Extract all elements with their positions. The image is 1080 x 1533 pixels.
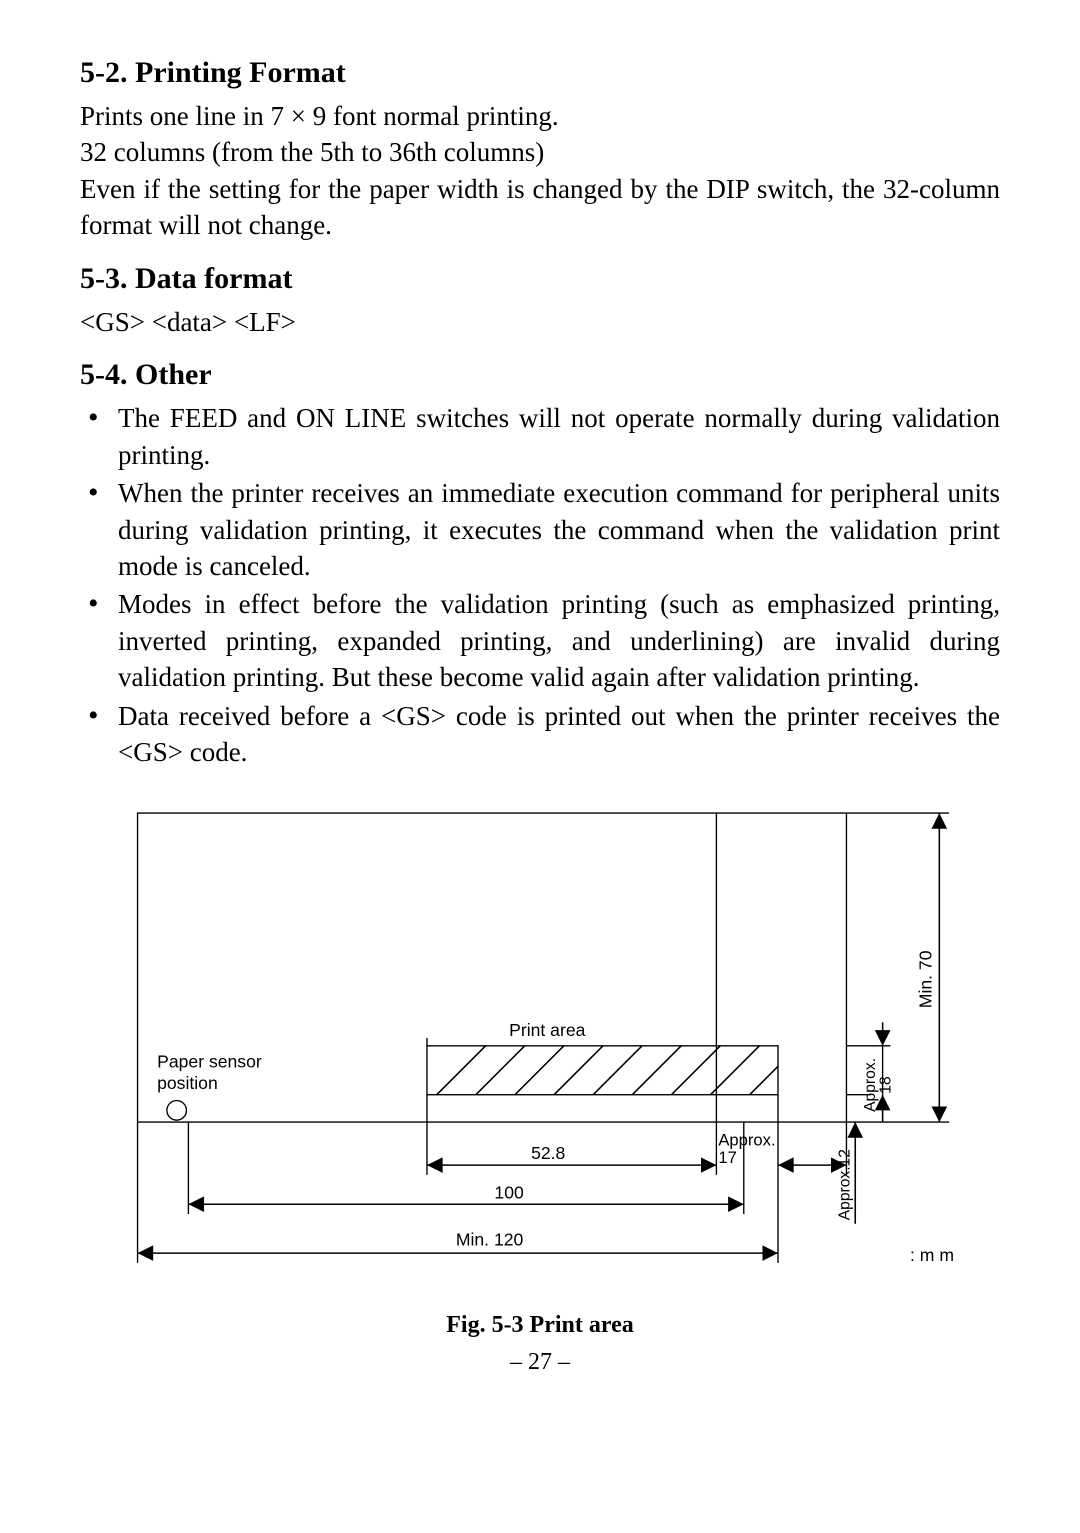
s54-bullet-3: Modes in effect before the validation pr… [80,586,1000,695]
figure-5-3: Print area Paper sensor position 52.8 Ap… [80,793,1000,1288]
page-number: – 27 – [80,1349,1000,1376]
dim-min120: Min. 120 [456,1229,524,1249]
heading-5-4: 5-4. Other [80,358,1000,392]
s52-p3: Even if the setting for the paper width … [80,171,1000,244]
s54-bullet-2: When the printer receives an immediate e… [80,475,1000,584]
label-paper-sensor-1: Paper sensor [157,1051,262,1071]
heading-5-2: 5-2. Printing Format [80,56,1000,90]
dim-approx12: Approx.12 [836,1149,853,1220]
dim-52-8: 52.8 [531,1143,565,1163]
dim-approx17-val: 17 [718,1148,736,1167]
s53-p1: <GS> <data> <LF> [80,304,1000,340]
s54-bullet-4: Data received before a <GS> code is prin… [80,698,1000,771]
dim-approx17-label: Approx. [718,1130,775,1149]
figure-caption: Fig. 5-3 Print area [80,1312,1000,1339]
unit-mm: : m m [910,1244,954,1264]
dim-100: 100 [494,1182,524,1202]
label-print-area: Print area [509,1020,585,1040]
s52-p1: Prints one line in 7 × 9 font normal pri… [80,98,1000,134]
dim-approx18-b: 18 [877,1076,894,1094]
label-paper-sensor-2: position [157,1072,218,1092]
s54-bullet-1: The FEED and ON LINE switches will not o… [80,400,1000,473]
dim-min70: Min. 70 [916,950,936,1008]
s54-bullets: The FEED and ON LINE switches will not o… [80,400,1000,770]
print-area-diagram: Print area Paper sensor position 52.8 Ap… [118,793,998,1283]
heading-5-3: 5-3. Data format [80,262,1000,296]
dim-approx18-a: Approx. [862,1058,879,1112]
s52-p2: 32 columns (from the 5th to 36th columns… [80,134,1000,170]
